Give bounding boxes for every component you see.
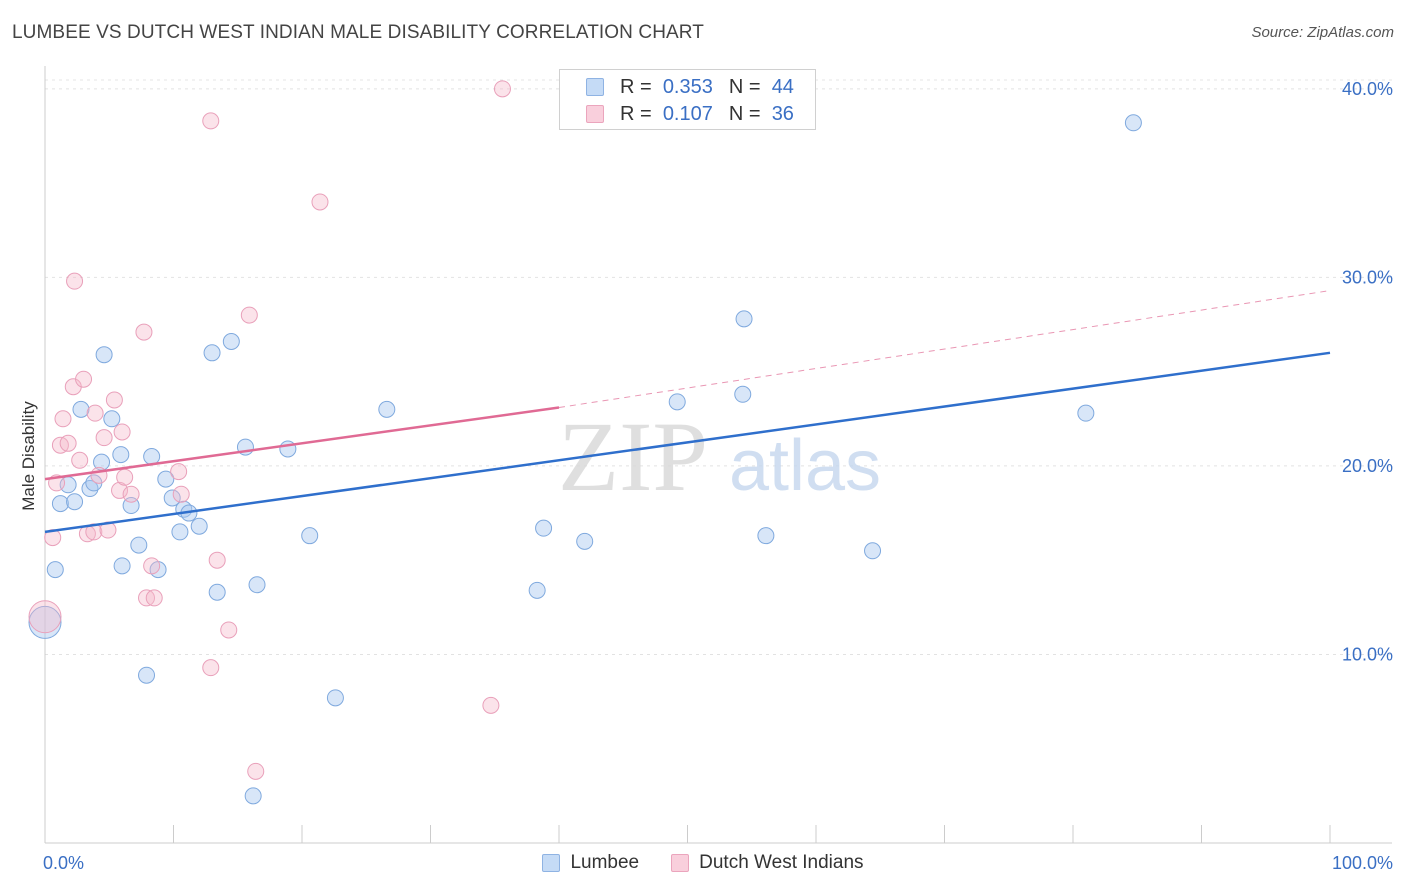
dutch-west-indians-point — [220, 621, 238, 639]
dutch-west-indians-swatch — [671, 854, 690, 872]
dutch-west-indians-point — [493, 80, 511, 98]
trend-line-extension — [558, 290, 1331, 408]
lumbee-point — [46, 561, 64, 579]
lumbee-point — [163, 489, 181, 507]
r-value: 0.353 — [662, 75, 713, 98]
source-label: Source: ZipAtlas.com — [1251, 24, 1394, 41]
dutch-west-indians-point — [71, 451, 89, 469]
lumbee-swatch — [542, 854, 561, 872]
dutch-west-indians-point — [208, 551, 226, 569]
x-tick-label: 100.0% — [1332, 853, 1393, 873]
lumbee-point — [112, 446, 130, 464]
dutch-west-indians-point — [311, 193, 329, 211]
dutch-west-indians-point — [86, 404, 104, 422]
lumbee-point — [735, 310, 753, 328]
lumbee-point — [301, 527, 319, 545]
lumbee-point — [535, 519, 553, 537]
r-value: 0.107 — [662, 102, 713, 125]
dutch-west-indians-point — [54, 410, 72, 428]
dutch-west-indians-point — [482, 696, 500, 714]
dutch-west-indians-point — [75, 370, 93, 388]
lumbee-point — [113, 557, 131, 575]
dutch-west-indians-point — [113, 423, 131, 441]
chart-title: LUMBEE VS DUTCH WEST INDIAN MALE DISABIL… — [12, 22, 704, 43]
lumbee-point — [143, 448, 161, 465]
y-axis-label: Male Disability — [19, 401, 38, 511]
legend-item-lumbee: Lumbee — [542, 852, 639, 874]
n-label: N = — [728, 102, 761, 125]
lumbee-point — [138, 666, 156, 684]
series-legend: Lumbee Dutch West Indians — [0, 852, 1406, 874]
dutch-west-indians-point — [105, 391, 123, 409]
lumbee-point — [864, 542, 882, 560]
dutch-west-indians-point — [44, 529, 62, 547]
lumbee-point — [130, 536, 148, 554]
lumbee-point — [326, 689, 344, 707]
n-value: 36 — [771, 102, 794, 125]
tick-labels: 10.0% 20.0% 30.0% 40.0% 0.0% 100.0% — [43, 79, 1393, 873]
dutch-west-indians-point — [172, 485, 190, 503]
lumbee-point — [528, 581, 546, 599]
dutch-west-indians-point — [145, 589, 163, 607]
lumbee-point — [208, 583, 226, 601]
y-tick-label: 10.0% — [1342, 644, 1393, 664]
legend-item-dutch-west-indians: Dutch West Indians — [671, 852, 864, 874]
dutch-west-indians-point — [240, 306, 258, 324]
legend-row-lumbee: R = 0.353 N = 44 — [586, 76, 794, 98]
dutch-west-indians-trend-line — [44, 406, 560, 481]
lumbee-point — [244, 787, 262, 805]
lumbee-point — [1077, 404, 1095, 422]
lumbee-point — [203, 344, 221, 362]
lumbee-point — [157, 470, 175, 488]
x-tick-label: 0.0% — [43, 853, 84, 873]
lumbee-point — [66, 493, 84, 511]
dutch-west-indians-point — [66, 272, 84, 290]
dutch-west-indians-point — [143, 557, 161, 575]
lumbee-point — [222, 332, 240, 350]
axes — [44, 66, 1392, 844]
legend-label: Dutch West Indians — [699, 852, 864, 873]
legend-label: Lumbee — [570, 852, 640, 873]
trend-lines — [44, 290, 1331, 534]
lumbee-point — [190, 517, 208, 535]
y-tick-label: 30.0% — [1342, 267, 1393, 287]
dutch-west-indians-point — [170, 463, 188, 481]
y-tick-label: 20.0% — [1342, 456, 1393, 476]
y-tick-label: 40.0% — [1342, 79, 1393, 99]
data-points — [28, 80, 1142, 805]
lumbee-point — [248, 576, 266, 594]
dutch-west-indians-swatch — [586, 105, 604, 123]
lumbee-point — [757, 527, 775, 545]
dutch-west-indians-point — [247, 762, 265, 780]
dutch-west-indians-point — [122, 485, 140, 503]
dutch-west-indians-point — [59, 434, 77, 452]
n-label: N = — [728, 75, 761, 98]
dutch-west-indians-point — [28, 600, 62, 634]
lumbee-point — [668, 393, 686, 411]
stats-legend: R = 0.353 N = 44 R = 0.107 N = 36 — [559, 69, 816, 130]
lumbee-point — [576, 532, 594, 550]
dutch-west-indians-point — [116, 468, 134, 486]
lumbee-point — [378, 400, 396, 418]
lumbee-point — [95, 346, 113, 364]
lumbee-point — [734, 385, 752, 403]
lumbee-point — [1124, 114, 1142, 132]
lumbee-point — [72, 400, 90, 418]
lumbee-point — [51, 495, 69, 513]
dutch-west-indians-point — [135, 323, 153, 341]
n-value: 44 — [771, 75, 794, 98]
lumbee-point — [103, 410, 121, 428]
dutch-west-indians-point — [202, 112, 220, 130]
legend-row-dutch-west-indians: R = 0.107 N = 36 — [586, 103, 794, 125]
lumbee-trend-line — [44, 351, 1331, 534]
grid-lines — [45, 79, 1392, 655]
r-label: R = — [620, 102, 652, 125]
dutch-west-indians-point — [202, 659, 220, 677]
watermark-atlas: atlas — [729, 426, 881, 506]
lumbee-point — [171, 523, 189, 541]
r-label: R = — [620, 75, 652, 98]
dutch-west-indians-point — [95, 429, 113, 447]
lumbee-swatch — [586, 78, 604, 96]
